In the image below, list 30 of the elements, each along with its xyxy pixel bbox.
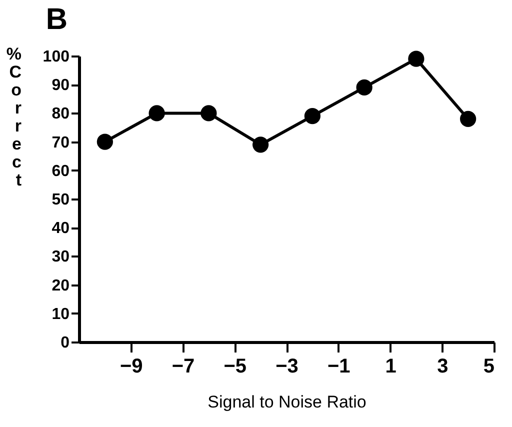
y-tick-label: 60 xyxy=(52,162,70,180)
point xyxy=(304,108,320,124)
x-tick-label: 1 xyxy=(385,356,396,378)
point xyxy=(148,105,165,122)
y-tick-label: 10 xyxy=(52,306,70,323)
chart-title: B xyxy=(46,3,68,36)
y-tick-label: 100 xyxy=(42,48,70,66)
y-tick-label: 90 xyxy=(52,77,70,94)
point xyxy=(408,50,424,67)
x-tick-label: −9 xyxy=(120,356,143,378)
y-tick-label: 40 xyxy=(52,220,70,238)
y-tick-label: 80 xyxy=(52,106,70,123)
y-tick-label: 20 xyxy=(52,277,70,294)
x-tick-label: −1 xyxy=(327,356,350,378)
x-tick-label: −7 xyxy=(172,356,195,378)
y-tick-label: 50 xyxy=(52,192,70,208)
x-tick-label: 5 xyxy=(483,356,494,378)
y-axis-title: % Correct xyxy=(6,44,22,190)
x-tick-label: −5 xyxy=(224,356,247,378)
y-tick-label: 70 xyxy=(52,134,70,152)
x-tick-label: 3 xyxy=(437,356,448,378)
point xyxy=(96,134,113,150)
point xyxy=(460,110,476,127)
point xyxy=(356,79,372,96)
x-axis-title: Signal to Noise Ratio xyxy=(208,392,366,412)
point xyxy=(252,136,269,153)
y-tick-label: 0 xyxy=(60,334,70,352)
y-tick-label: 30 xyxy=(52,248,70,266)
point xyxy=(200,105,217,122)
x-tick-label: −3 xyxy=(276,356,298,378)
